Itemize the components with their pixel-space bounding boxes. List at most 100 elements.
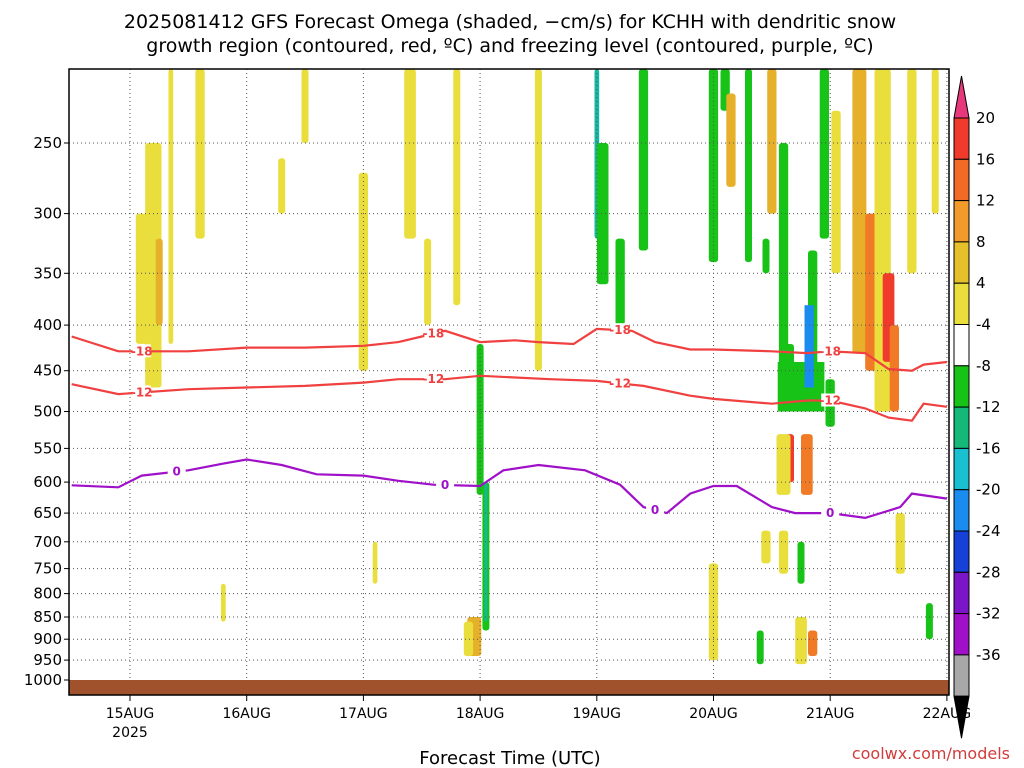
contour-label: -12 xyxy=(423,372,445,386)
contour-label: -18 xyxy=(819,344,841,358)
contour-label: 0 xyxy=(826,506,834,520)
colorbar-segment xyxy=(953,200,970,243)
contour-label: -18 xyxy=(609,323,631,337)
colorbar-segment xyxy=(953,489,970,532)
omega-shade-cell xyxy=(726,93,736,187)
colorbar-tick-label: -24 xyxy=(976,522,1001,540)
omega-shade-cell xyxy=(931,69,939,214)
y-tick-label: 600 xyxy=(33,473,62,491)
contour-label: -12 xyxy=(609,376,631,390)
omega-shade-cell xyxy=(756,630,764,665)
omega-shade-cell xyxy=(463,621,474,657)
contour-label-bg xyxy=(424,372,443,386)
omega-shade-cell xyxy=(865,213,877,371)
omega-shade-cell xyxy=(476,344,484,495)
x-tick-label: 17AUG xyxy=(339,706,388,722)
omega-shade-cell xyxy=(301,69,309,143)
x-axis-title: Forecast Time (UTC) xyxy=(419,748,600,768)
colorbar-tick-label: 16 xyxy=(976,150,995,168)
omega-shade-cell xyxy=(819,69,829,239)
colorbar-segment xyxy=(953,571,970,615)
y-tick-label: 700 xyxy=(33,533,62,551)
omega-shade-cell xyxy=(767,69,777,214)
omega-shade-cell xyxy=(615,238,625,325)
colorbar-segment xyxy=(953,530,970,573)
colorbar-tick-label: -32 xyxy=(976,605,1001,623)
colorbar-segment xyxy=(953,158,970,202)
contour-label: 0 xyxy=(441,478,449,492)
x-tick-label: 15AUG xyxy=(106,706,155,722)
chart-title-line2: growth region (contoured, red, ºC) and f… xyxy=(146,35,873,57)
contour-label-bg xyxy=(167,464,186,478)
plot-frame xyxy=(68,68,950,696)
colorbar-tick-label: -8 xyxy=(976,357,991,375)
y-tick-label: 950 xyxy=(33,651,62,669)
colorbar-segment xyxy=(953,324,970,367)
omega-shade-cell xyxy=(424,238,432,325)
omega-shade-cell xyxy=(761,530,771,564)
omega-shade-cell xyxy=(778,143,789,371)
omega-shade-cell xyxy=(372,541,378,584)
contour-label: 0 xyxy=(651,503,659,517)
colorbar-tick-label: -28 xyxy=(976,563,1001,581)
colorbar-tick-label: -20 xyxy=(976,481,1001,499)
colorbar-segment xyxy=(953,406,970,449)
omega-shade-cell xyxy=(708,563,719,661)
contour-label: -18 xyxy=(131,344,153,358)
x-tick-label: 19AUG xyxy=(573,706,622,722)
contour-label-bg xyxy=(436,478,455,491)
y-tick-label: 850 xyxy=(33,608,62,626)
colorbar-segment xyxy=(953,241,970,284)
y-tick-label: 350 xyxy=(33,264,62,282)
contour-label-bg xyxy=(424,326,443,340)
omega-shade-cell xyxy=(638,69,649,251)
omega-shade-cell xyxy=(596,143,609,285)
y-tick-label: 300 xyxy=(33,205,62,223)
contour-label-bg xyxy=(821,506,840,520)
omega-shade-cell xyxy=(484,482,488,622)
colorbar-segment xyxy=(953,117,970,160)
omega-shade-cell xyxy=(534,69,542,371)
colorbar-tick-label: 20 xyxy=(976,109,995,127)
omega-shade-cell xyxy=(895,513,905,574)
omega-shade-cell xyxy=(762,238,770,274)
omega-shade-cell xyxy=(145,143,162,388)
colorbar-tick-label: -4 xyxy=(976,316,991,334)
colorbar-segment xyxy=(953,654,970,697)
contour-line xyxy=(71,458,948,520)
contour-label-bg xyxy=(132,385,151,399)
y-tick-label: 650 xyxy=(33,504,62,522)
terrain-bar xyxy=(69,680,949,695)
colorbar-bottom-arrow xyxy=(953,695,970,739)
colorbar-tick-label: -36 xyxy=(976,646,1001,664)
omega-shade-cell xyxy=(278,158,286,214)
chart-title-line1: 2025081412 GFS Forecast Omega (shaded, −… xyxy=(124,11,896,33)
colorbar-tick-label: 4 xyxy=(976,274,986,292)
omega-shade-cell xyxy=(745,69,752,263)
x-tick-label: 18AUG xyxy=(456,706,505,722)
y-axis: 250 300 350 400 450 500 550 600 650 700 750 800 850 9… xyxy=(24,134,69,689)
omega-shade-cell xyxy=(155,238,163,325)
colorbar-tick-label: 8 xyxy=(976,233,986,251)
omega-shade-cell xyxy=(777,362,825,412)
y-tick-label: 1000 xyxy=(24,671,62,689)
omega-shade-cell xyxy=(907,69,917,274)
y-tick-label: 400 xyxy=(33,316,62,334)
contour-line xyxy=(71,374,948,422)
contour-label: -18 xyxy=(423,327,445,341)
y-tick-label: 800 xyxy=(33,585,62,603)
colorbar-top-arrow xyxy=(953,75,970,119)
omega-shade-cell xyxy=(221,583,226,622)
omega-shade-cell xyxy=(168,69,174,344)
omega-shade-cell xyxy=(778,530,789,574)
omega-shade-cell xyxy=(804,305,814,388)
omega-shade-cell xyxy=(797,541,805,584)
y-tick-label: 250 xyxy=(33,134,62,152)
omega-shade-cell xyxy=(831,110,841,274)
contour-label-bg xyxy=(821,344,840,358)
omega-shade-cell xyxy=(358,172,368,371)
contour-label-bg xyxy=(611,376,630,390)
omega-shade-cell xyxy=(795,617,807,665)
contour-label: -12 xyxy=(131,385,153,399)
omega-shade-cell xyxy=(195,69,205,239)
